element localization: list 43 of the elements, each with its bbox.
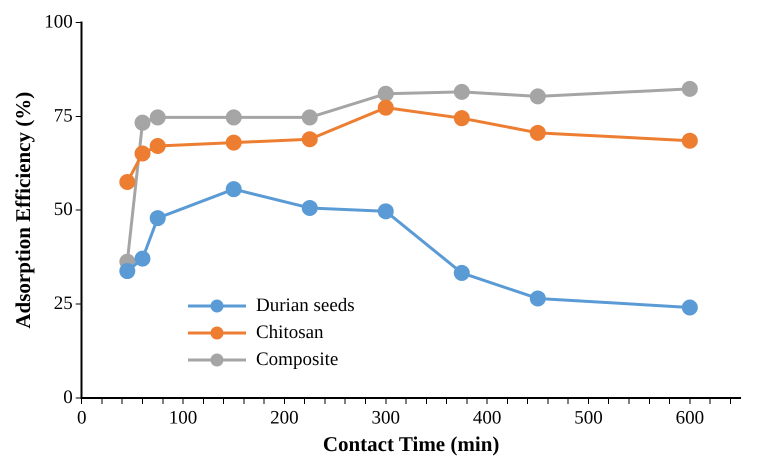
point	[150, 138, 166, 154]
y-tick-label: 0	[63, 386, 73, 408]
point	[682, 132, 698, 149]
x-tick-label: 500	[574, 407, 603, 428]
point	[302, 109, 318, 126]
legend-label: Durian seeds	[256, 294, 355, 316]
point	[682, 80, 698, 97]
x-tick-label: 400	[472, 407, 502, 428]
point	[226, 181, 242, 198]
point	[454, 84, 470, 100]
point	[454, 264, 470, 281]
point	[378, 203, 394, 220]
x-tick-label: 200	[270, 407, 299, 428]
y-tick-label: 100	[44, 11, 73, 32]
point	[378, 86, 394, 102]
x-tick-label: 100	[168, 407, 198, 428]
point	[150, 210, 166, 226]
x-axis-title: Contact Time (min)	[322, 432, 500, 456]
x-tick-label: 0	[76, 407, 86, 428]
point	[530, 88, 546, 104]
point	[302, 200, 318, 216]
point	[134, 114, 151, 131]
y-axis-title: Adsorption Efficiency (%)	[11, 92, 36, 329]
y-tick-label: 25	[54, 293, 73, 314]
point	[134, 250, 151, 267]
point	[378, 100, 394, 116]
point	[150, 109, 166, 126]
point	[454, 110, 470, 126]
legend-label: Chitosan	[256, 322, 324, 344]
point	[226, 109, 242, 126]
point	[302, 131, 318, 148]
y-tick-label: 50	[54, 199, 73, 220]
point	[530, 290, 546, 306]
x-tick-label: 600	[676, 407, 704, 428]
point	[134, 145, 151, 162]
x-tick-label: 300	[372, 407, 400, 428]
point	[119, 174, 136, 190]
y-tick-label: 75	[54, 105, 73, 126]
point	[530, 124, 546, 141]
legend-label: Composite	[256, 348, 338, 370]
point	[119, 263, 136, 280]
point	[682, 299, 698, 316]
point	[226, 134, 242, 151]
